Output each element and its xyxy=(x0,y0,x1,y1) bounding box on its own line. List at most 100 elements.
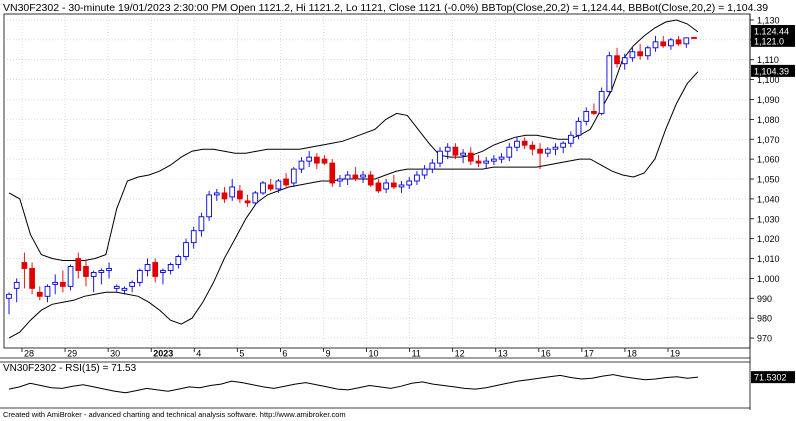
candle-body xyxy=(452,146,459,156)
candle-body xyxy=(167,264,174,271)
candle-body xyxy=(514,140,520,148)
rsi-value-tag-box xyxy=(751,371,795,384)
y-tick-label: 990 xyxy=(757,294,772,304)
candle-body xyxy=(475,160,482,164)
candle-body xyxy=(298,160,305,170)
candle-body xyxy=(614,55,620,65)
candle-body xyxy=(467,152,474,162)
candle-body xyxy=(390,182,397,188)
candle-body xyxy=(13,281,20,289)
candle-body xyxy=(367,174,374,186)
y-tick-label: 1,020 xyxy=(757,234,780,244)
candle-body xyxy=(383,182,389,190)
y-tick-label: 1,130 xyxy=(757,15,780,25)
candle-body xyxy=(375,182,382,192)
x-tick-label: 29 xyxy=(67,349,77,359)
candle-body xyxy=(83,266,89,277)
value-tag-box xyxy=(751,25,795,38)
candle-body xyxy=(175,256,182,265)
footer-credit: Created with AmiBroker - advanced charti… xyxy=(3,410,346,419)
candle-body xyxy=(544,148,551,154)
candle-body xyxy=(521,140,528,146)
candle-body xyxy=(552,146,559,150)
y-tick-label: 1,010 xyxy=(757,254,780,264)
candle-body xyxy=(67,266,74,287)
candle-body xyxy=(575,120,582,136)
y-tick-label: 980 xyxy=(757,314,772,324)
candle-body xyxy=(152,262,159,277)
candle-body xyxy=(683,37,690,45)
candle-body xyxy=(260,182,266,194)
candle-body xyxy=(198,216,205,232)
y-tick-label: 1,030 xyxy=(757,214,780,224)
candle-body xyxy=(321,158,328,164)
candle-body xyxy=(644,47,651,57)
candle-body xyxy=(44,285,51,297)
x-tick-label: 5 xyxy=(239,349,244,359)
y-tick-label: 1,070 xyxy=(757,135,780,145)
candle-body xyxy=(206,194,212,218)
candle-body xyxy=(144,264,151,271)
x-tick-label: 10 xyxy=(369,349,379,359)
candle-body xyxy=(275,180,282,190)
bb-top-line xyxy=(8,19,699,261)
y-tick-label: 970 xyxy=(757,334,772,344)
candle-body xyxy=(221,192,228,200)
candle-body xyxy=(498,156,505,160)
candle-body xyxy=(629,51,636,59)
candle-body xyxy=(568,134,574,144)
x-tick-label: 18 xyxy=(627,349,637,359)
candle-body xyxy=(421,168,428,176)
candle-body xyxy=(591,110,597,114)
y-tick-label: 1,050 xyxy=(757,175,780,185)
candle-body xyxy=(337,178,343,182)
y-tick-label: 1,080 xyxy=(757,115,780,125)
candle-body xyxy=(444,146,451,152)
candle-body xyxy=(306,156,313,162)
candle-body xyxy=(113,285,120,289)
x-tick-label: 17 xyxy=(584,349,594,359)
candle-body xyxy=(406,180,413,186)
x-tick-label: 28 xyxy=(24,349,34,359)
candle-body xyxy=(290,168,297,184)
chart-header: VN30F2302 - 30-minute 19/01/2023 2:30:00… xyxy=(3,2,769,14)
candle-body xyxy=(267,184,274,190)
candle-body xyxy=(598,91,605,114)
y-tick-label: 1,110 xyxy=(757,55,779,65)
candle-body xyxy=(329,162,336,184)
candle-body xyxy=(460,152,466,156)
x-tick-label: 4 xyxy=(196,349,201,359)
candle-body xyxy=(121,287,128,291)
value-tag-label: 1,121.0 xyxy=(754,36,784,46)
x-tick-label: 13 xyxy=(498,349,508,359)
candle-body xyxy=(537,148,543,154)
candle-body xyxy=(491,158,497,162)
candle-body xyxy=(106,268,112,271)
value-tag-box xyxy=(751,34,795,47)
rsi-line xyxy=(8,374,699,394)
candle-body xyxy=(237,190,243,200)
y-tick-label: 1,090 xyxy=(757,95,780,105)
candle-body xyxy=(414,174,420,182)
candle-body xyxy=(506,146,513,158)
rsi-value-tag-label: 71.5302 xyxy=(754,373,787,383)
value-tag-box xyxy=(751,64,795,77)
candle-body xyxy=(98,270,105,273)
candle-body xyxy=(652,41,659,49)
value-tag-label: 1,124.44 xyxy=(754,27,789,37)
x-tick-label: 9 xyxy=(325,349,330,359)
y-tick-label: 1,040 xyxy=(757,194,780,204)
candle-body xyxy=(621,57,628,65)
candle-body xyxy=(675,39,682,45)
rsi-header: VN30F2302 - RSI(15) = 71.53 xyxy=(3,363,137,374)
y-tick-label: 1,060 xyxy=(757,155,780,165)
candle-body xyxy=(21,262,28,269)
candle-body xyxy=(529,144,536,150)
x-tick-label: 2023 xyxy=(153,349,173,359)
candle-body xyxy=(314,156,320,164)
candle-body xyxy=(229,186,236,198)
candle-body xyxy=(352,174,359,180)
candle-body xyxy=(60,281,66,287)
candle-body xyxy=(360,174,366,178)
